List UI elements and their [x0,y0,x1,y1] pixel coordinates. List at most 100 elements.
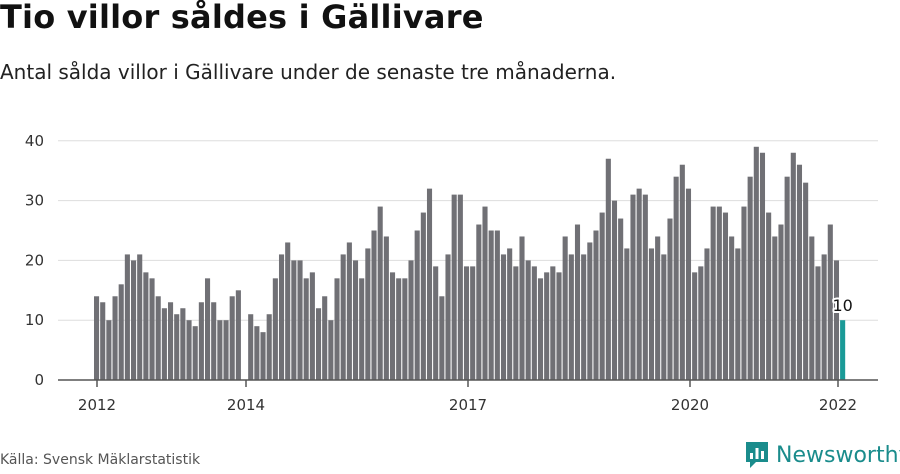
y-tick-label: 40 [25,132,44,150]
bar [636,188,642,380]
bar [525,260,531,380]
bar [599,212,605,380]
y-tick-label: 0 [34,371,44,389]
bar [260,332,266,380]
bar [106,320,112,380]
bar [587,242,593,380]
bar [340,254,346,380]
bar [137,254,143,380]
bar [537,278,544,380]
bar [519,236,525,380]
bar [131,260,137,380]
bar [611,200,618,380]
bar [494,230,500,380]
bar [112,296,118,380]
bar [655,236,661,380]
bar [531,266,537,380]
bar [426,188,433,380]
bar [544,272,550,380]
bar [766,212,772,380]
bar [463,266,470,380]
bar [673,176,679,380]
bar [328,320,334,380]
bar [291,260,297,380]
bar [451,194,457,380]
bar [315,308,322,380]
bar [223,320,229,380]
bar [359,278,365,380]
bar [285,242,291,380]
bar [630,194,636,380]
bar [408,260,414,380]
y-tick-label: 30 [25,192,44,210]
highlight-value-label: 10 [832,296,852,315]
bar [334,278,340,380]
bar [100,302,106,380]
bar [457,194,463,380]
bar [648,248,655,380]
bar [254,326,260,380]
bar [729,236,735,380]
bar [192,326,198,380]
bar [278,254,285,380]
bar [371,230,377,380]
bar [439,296,445,380]
bar [211,302,217,380]
bar [679,164,685,380]
bar [803,182,809,380]
chart-subtitle: Antal sålda villor i Gällivare under de … [0,60,617,84]
bar [272,278,278,380]
bar [297,260,303,380]
bar [642,194,648,380]
bar [414,230,420,380]
bar [217,320,223,380]
y-tick-label: 20 [25,251,44,269]
x-tick-label: 2020 [671,396,709,414]
bar [710,206,716,380]
bar [759,152,766,380]
bar [821,254,827,380]
bar-highlight [840,320,846,380]
bar [266,314,272,380]
bar [352,260,359,380]
bar [685,188,692,380]
bar [796,164,803,380]
bar [161,308,167,380]
bar [722,212,729,380]
bar [784,176,790,380]
bar [383,236,389,380]
bar [753,146,759,380]
bar [827,224,833,380]
bar [624,248,630,380]
bar [420,212,426,380]
bar [155,296,161,380]
bar [772,236,778,380]
bar [488,230,494,380]
bar [433,266,439,380]
bar [204,278,211,380]
bar [661,254,667,380]
bar [593,230,599,380]
bar [402,278,408,380]
bar [692,272,698,380]
bar [482,206,488,380]
bar [389,272,396,380]
bar [143,272,149,380]
bar-chart: 0 10 20 30 40 2012 2014 2017 2020 2022 10 [25,132,878,414]
bar [618,218,624,380]
bar [303,278,309,380]
bar [778,224,784,380]
bar [322,296,328,380]
bar [667,218,673,380]
bar [556,272,562,380]
x-tick-label: 2017 [449,396,487,414]
bar [118,284,124,380]
bar [809,236,815,380]
brand-name: Newsworthy [776,442,900,468]
bar [94,296,100,380]
bar [698,266,704,380]
bar [377,206,383,380]
bar [735,248,741,380]
bar [229,296,235,380]
bar [180,308,186,380]
